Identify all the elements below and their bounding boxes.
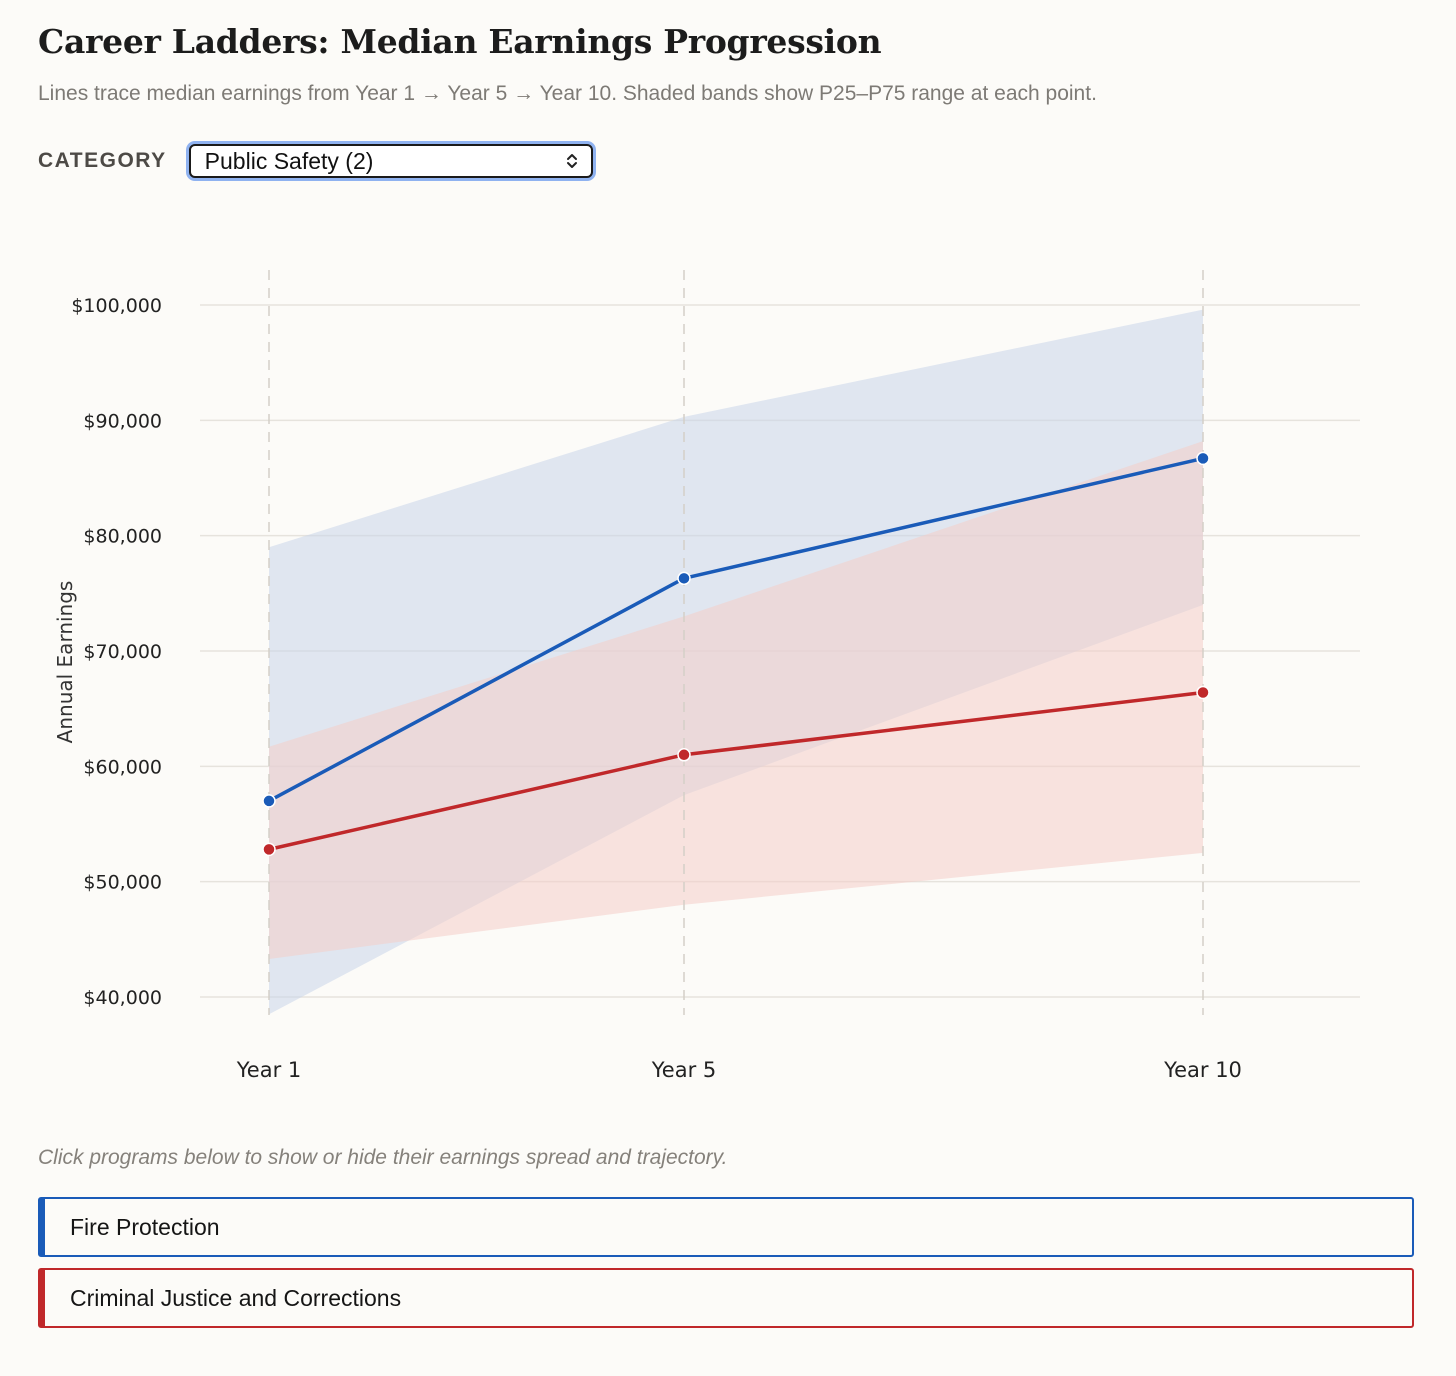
page-title: Career Ladders: Median Earnings Progress…	[38, 22, 882, 61]
legend-label: Criminal Justice and Corrections	[70, 1284, 402, 1311]
earnings-chart: $40,000 $50,000 $60,000 $70,000 $80,000 $90,0…	[53, 270, 1360, 1082]
median-point	[677, 748, 691, 762]
category-select-value: Public Safety (2)	[204, 147, 374, 174]
axis-layer: $40,000 $50,000 $60,000 $70,000 $80,000 $90,0…	[53, 295, 1242, 1082]
y-tick-label: $90,000	[83, 410, 162, 432]
band-layer	[269, 309, 1203, 1015]
x-tick-label: Year 1	[236, 1058, 302, 1082]
y-tick-label: $40,000	[83, 987, 162, 1009]
x-tick-label: Year 5	[651, 1058, 717, 1082]
median-point	[262, 794, 276, 808]
median-point	[262, 842, 276, 857]
point-layer	[262, 451, 1210, 857]
y-axis-label: Annual Earnings	[53, 581, 77, 744]
category-select[interactable]: Public Safety (2)	[188, 144, 593, 178]
band-1	[269, 441, 1203, 959]
chevron-up-down-icon	[565, 151, 579, 171]
y-tick-label: $70,000	[83, 641, 162, 663]
legend-item-fire-protection[interactable]: Fire Protection	[38, 1197, 1414, 1257]
legend-item-criminal-justice[interactable]: Criminal Justice and Corrections	[38, 1268, 1414, 1328]
legend-hint: Click programs below to show or hide the…	[38, 1146, 728, 1169]
x-tick-label: Year 10	[1163, 1058, 1242, 1082]
legend-label: Fire Protection	[70, 1213, 220, 1240]
y-tick-label: $60,000	[83, 756, 162, 778]
category-label: CATEGORY	[38, 149, 167, 172]
vertical-guide-layer	[268, 270, 1204, 1015]
page-subtitle: Lines trace median earnings from Year 1 …	[38, 82, 1097, 105]
median-point	[1196, 451, 1210, 466]
median-point	[1196, 685, 1210, 700]
y-tick-label: $50,000	[83, 872, 162, 894]
y-tick-label: $80,000	[83, 526, 162, 548]
category-control: CATEGORY Public Safety (2)	[38, 144, 593, 178]
median-point	[677, 571, 691, 586]
y-tick-label: $100,000	[71, 295, 162, 317]
